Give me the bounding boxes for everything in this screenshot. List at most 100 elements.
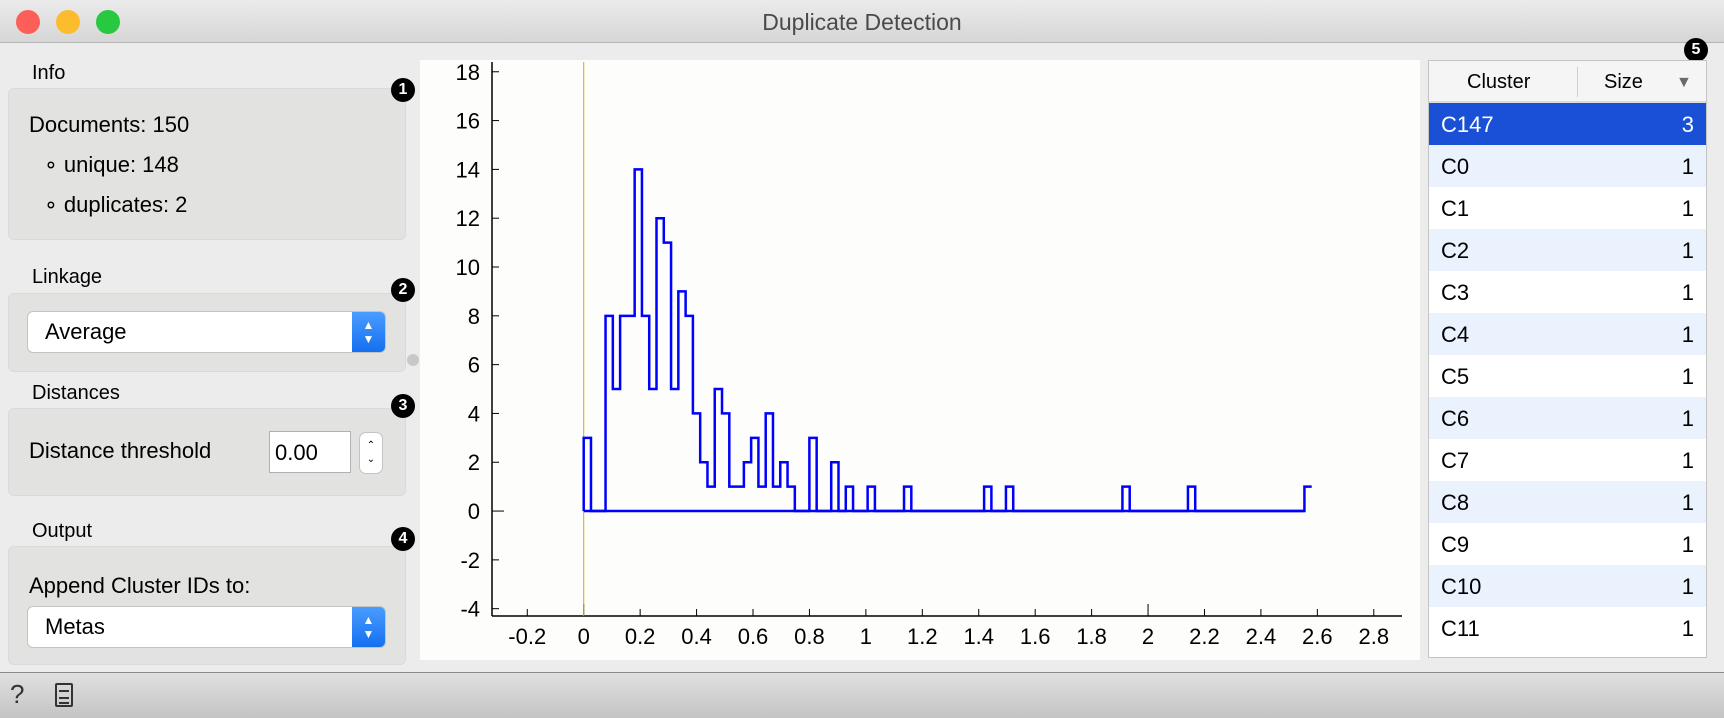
cluster-cell: C7 (1441, 448, 1470, 473)
cluster-cell: C4 (1441, 322, 1470, 347)
report-icon[interactable] (55, 683, 73, 707)
table-header: Cluster Size ▼ (1429, 61, 1706, 103)
size-cell: 1 (1681, 322, 1694, 347)
x-tick-label: 1 (860, 624, 872, 649)
linkage-select[interactable]: Average ▲ ▼ (28, 312, 385, 352)
histogram-bin (664, 243, 671, 511)
table-row[interactable]: C10 1 (1429, 565, 1706, 607)
size-cell: 1 (1681, 532, 1694, 557)
unique-count: ∘ unique: 148 (44, 152, 179, 178)
column-header-size[interactable]: Size (1604, 71, 1643, 93)
table-row[interactable]: C7 1 (1429, 439, 1706, 481)
threshold-stepper[interactable]: ⌃ ⌄ (359, 432, 383, 474)
badge-5: 5 (1684, 38, 1708, 62)
documents-count: Documents: 150 (29, 112, 190, 137)
sort-descending-icon[interactable]: ▼ (1676, 74, 1692, 91)
size-cell: 1 (1681, 238, 1694, 263)
histogram-bin (678, 291, 685, 511)
x-tick-label: 2.4 (1246, 624, 1277, 649)
cluster-cell: C8 (1441, 490, 1470, 515)
x-tick-label: 0 (578, 624, 590, 649)
histogram-bin (1122, 487, 1129, 511)
table-row[interactable]: C11 1 (1429, 607, 1706, 649)
y-tick-label: 2 (468, 450, 480, 475)
minimize-button[interactable] (56, 10, 80, 34)
y-tick-label: 0 (468, 499, 480, 524)
histogram-bin (606, 316, 613, 511)
size-cell: 1 (1681, 280, 1694, 305)
histogram-bin (1006, 487, 1013, 511)
cluster-cell: C2 (1441, 238, 1470, 263)
y-tick-label: 12 (456, 206, 480, 231)
histogram-bin (868, 487, 875, 511)
output-select[interactable]: Metas ▲ ▼ (28, 607, 385, 647)
output-value: Metas (45, 614, 105, 639)
histogram-bin (686, 316, 693, 511)
output-box (8, 546, 406, 665)
bullet-icon: ∘ (44, 192, 64, 217)
histogram-bin (613, 389, 620, 511)
window-title: Duplicate Detection (762, 9, 962, 35)
histogram-bin (649, 389, 656, 511)
x-tick-label: 0.6 (738, 624, 769, 649)
table-row[interactable]: C8 1 (1429, 481, 1706, 523)
x-tick-label: -0.2 (508, 624, 546, 649)
x-tick-label: 2.6 (1302, 624, 1333, 649)
table-row[interactable]: C2 1 (1429, 229, 1706, 271)
x-tick-label: 2.8 (1358, 624, 1389, 649)
table-row[interactable]: C3 1 (1429, 271, 1706, 313)
distances-label: Distances (32, 382, 120, 404)
append-label: Append Cluster IDs to: (29, 573, 251, 598)
histogram-bin (722, 413, 729, 511)
badge-1: 1 (391, 78, 415, 102)
x-tick-label: 0.4 (681, 624, 712, 649)
help-icon[interactable]: ? (10, 679, 25, 709)
histogram-step-line (582, 168, 1312, 513)
x-tick-label: 0.8 (794, 624, 825, 649)
size-cell: 3 (1681, 112, 1694, 137)
histogram-bin (657, 218, 664, 511)
table-row[interactable]: C147 3 (1429, 103, 1706, 145)
histogram-bin (809, 438, 816, 511)
splitter-handle[interactable] (407, 354, 419, 366)
histogram-bin (635, 169, 642, 511)
column-divider (1577, 67, 1578, 97)
y-tick-label: -2 (460, 548, 480, 573)
distance-threshold-input[interactable]: 0.00 (269, 431, 351, 473)
bullet-icon: ∘ (44, 152, 64, 177)
size-cell: 1 (1681, 154, 1694, 179)
maximize-button[interactable] (96, 10, 120, 34)
table-row[interactable]: C9 1 (1429, 523, 1706, 565)
histogram-plot[interactable]: -4 -2 0 2 4 6 8 10 12 14 16 18 -0.2 0 0.2 0.4 0.6 0.8 1 1.2… (420, 60, 1420, 660)
table-row[interactable]: C6 1 (1429, 397, 1706, 439)
histogram-bin (773, 487, 780, 511)
x-tick-label: 1.6 (1020, 624, 1051, 649)
table-row[interactable]: C4 1 (1429, 313, 1706, 355)
table-row[interactable]: C0 1 (1429, 145, 1706, 187)
histogram-bin (846, 487, 853, 511)
cluster-cell: C6 (1441, 406, 1470, 431)
badge-4: 4 (391, 527, 415, 551)
column-header-cluster[interactable]: Cluster (1467, 71, 1531, 93)
histogram-bin (715, 389, 722, 511)
histogram-bin (729, 487, 736, 511)
x-tick-label: 1.4 (963, 624, 994, 649)
table-row[interactable]: C1 1 (1429, 187, 1706, 229)
cluster-cell: C9 (1441, 532, 1470, 557)
close-button[interactable] (16, 10, 40, 34)
y-tick-label: 6 (468, 353, 480, 378)
chevron-updown-icon: ▲ ▼ (352, 312, 385, 352)
table-row[interactable]: C5 1 (1429, 355, 1706, 397)
histogram-bin (831, 462, 838, 511)
cluster-cell: C10 (1441, 574, 1482, 599)
histogram-bin (904, 487, 911, 511)
x-tick-label: 2 (1142, 624, 1154, 649)
y-tick-label: 10 (456, 255, 480, 280)
linkage-label: Linkage (32, 266, 103, 288)
histogram-bin (788, 487, 795, 511)
histogram-bin (584, 438, 591, 511)
x-tick-label: 2.2 (1189, 624, 1220, 649)
cluster-table[interactable]: Cluster Size ▼ C147 3 C0 1 C1 1 C2 1 C3 1 C4 1 C5 1 C6… (1428, 60, 1707, 658)
info-label: Info (32, 62, 66, 84)
badge-3: 3 (391, 394, 415, 418)
